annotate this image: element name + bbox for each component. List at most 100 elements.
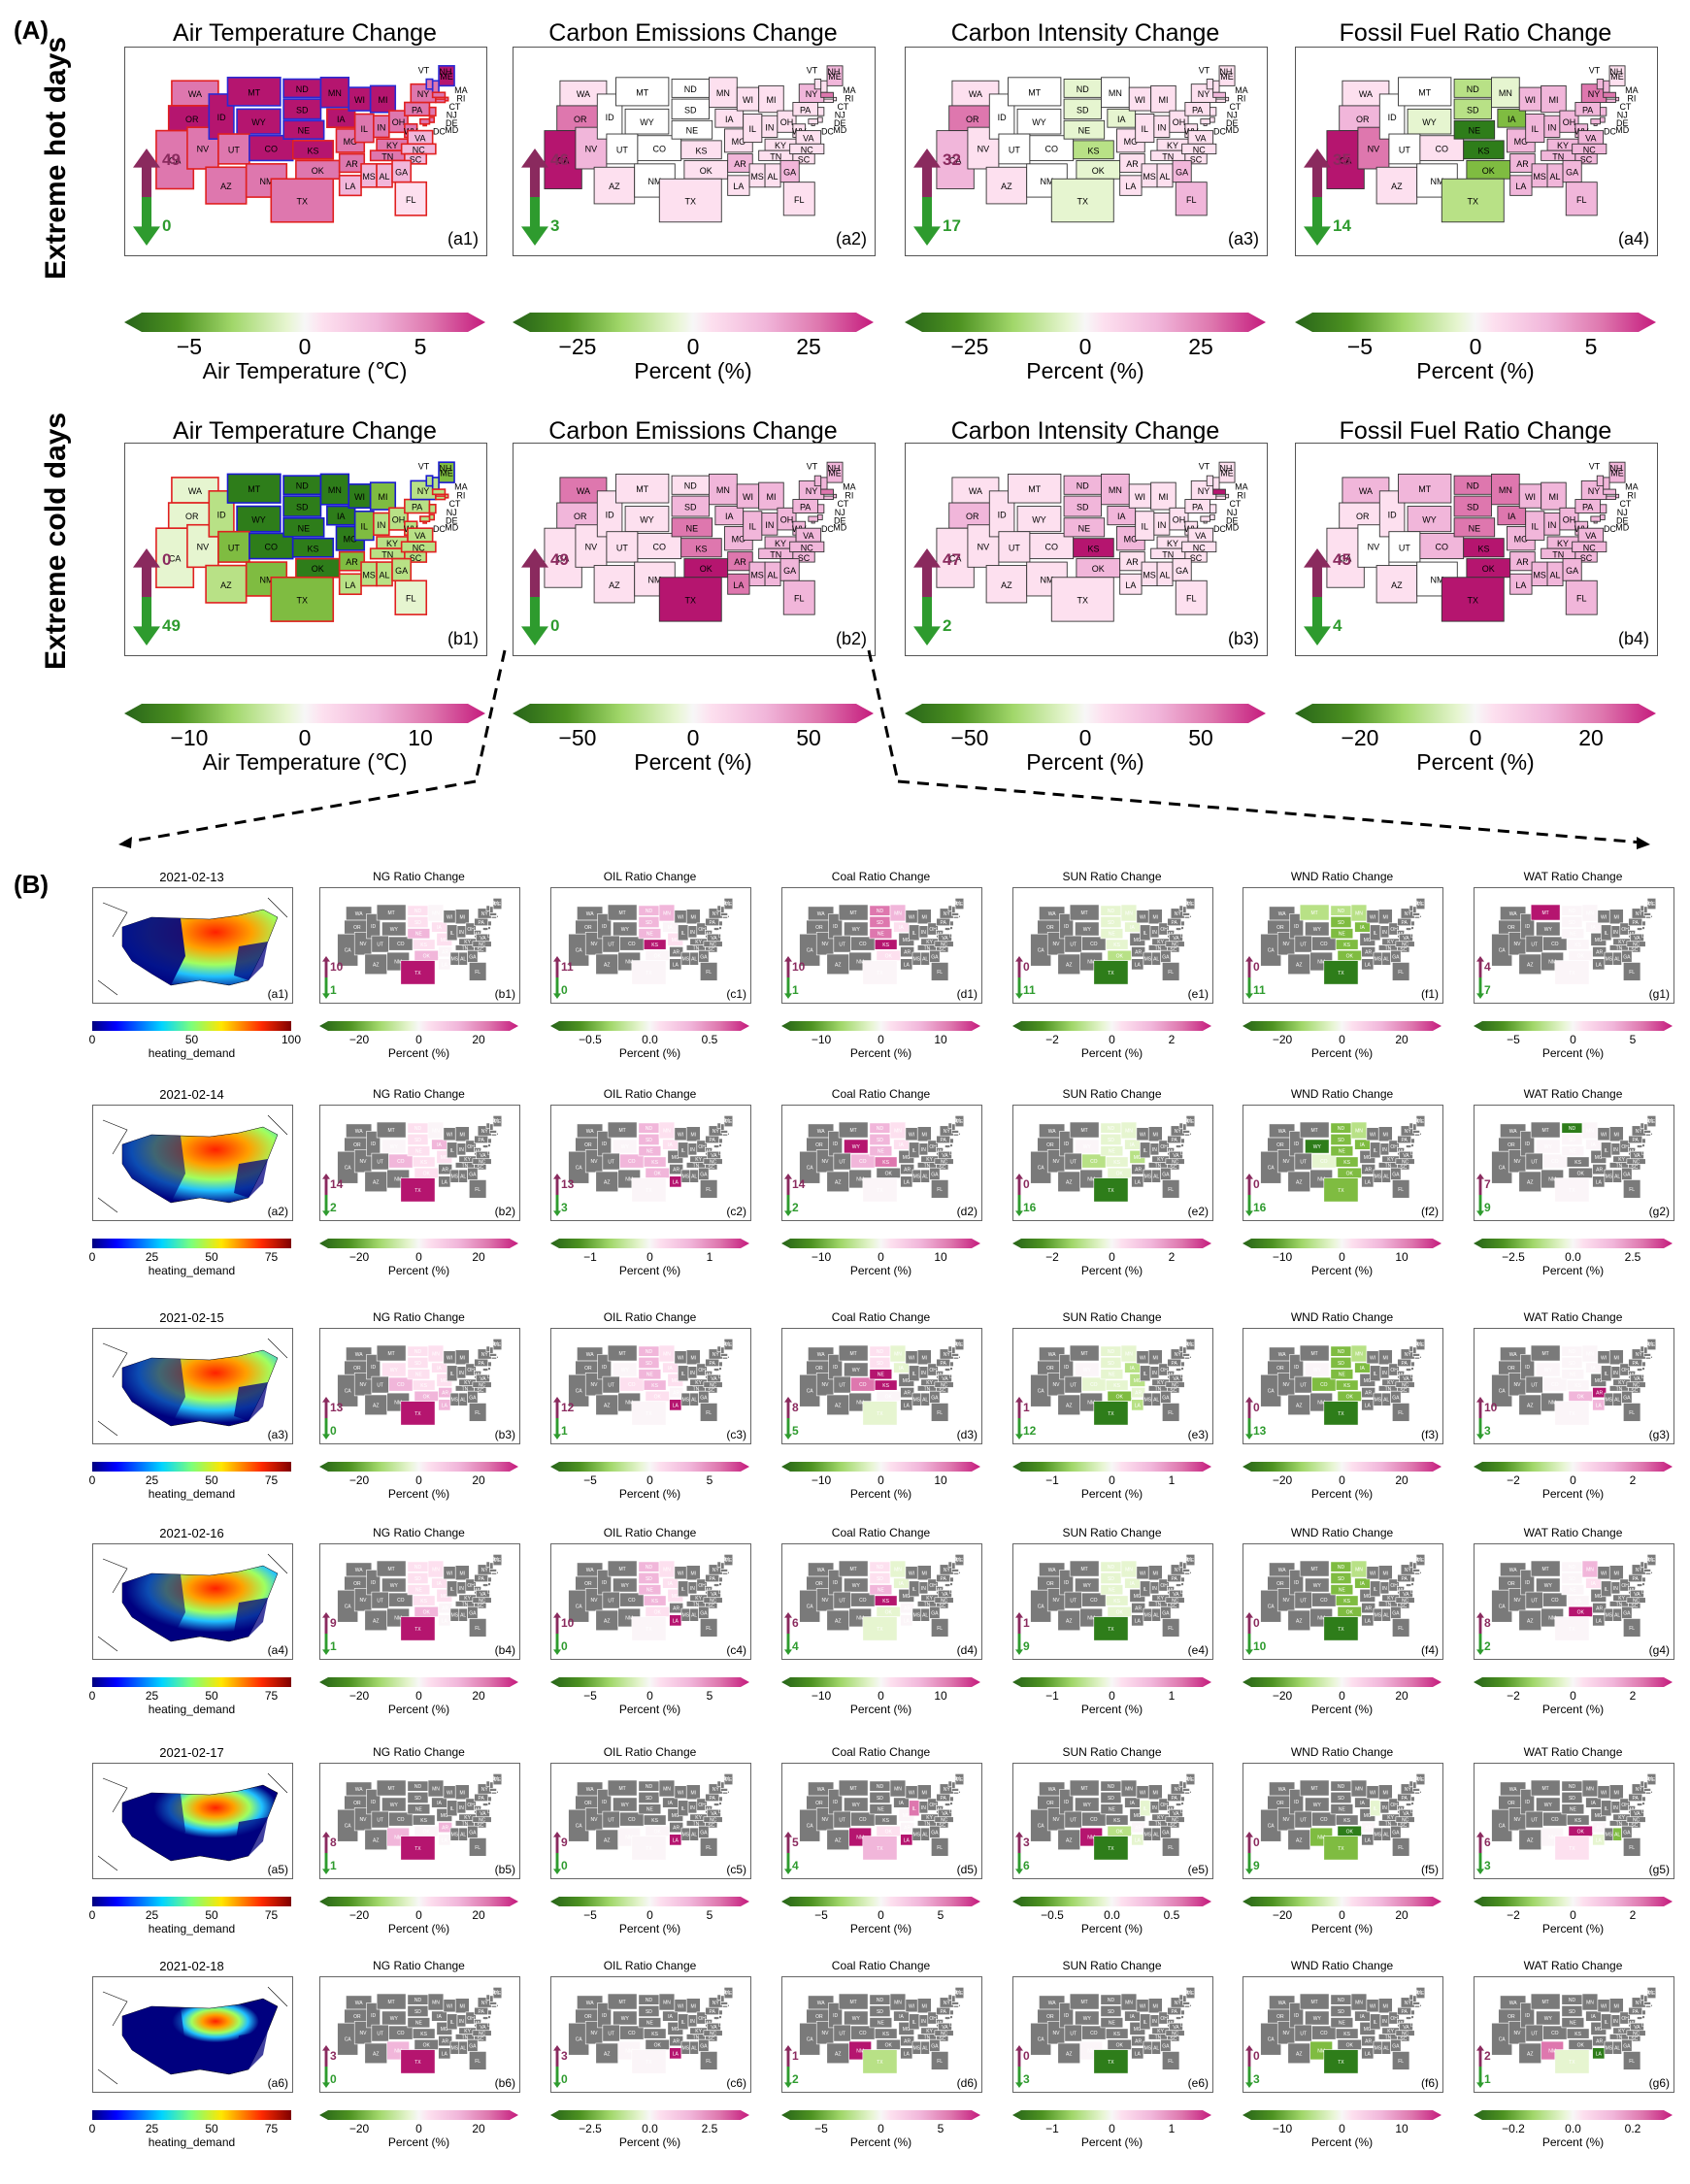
panel-sublabel: (e6) <box>1187 2076 1209 2090</box>
state-dc <box>945 1805 949 1807</box>
state-label: MA <box>454 85 468 95</box>
state-label: SD <box>1108 1796 1114 1802</box>
state-label: NV <box>822 942 830 947</box>
state-label: MI <box>922 2003 928 2009</box>
colorbar-tick: 10 <box>934 1689 947 1703</box>
state-label: ID <box>371 1800 376 1805</box>
state-label: WY <box>1313 927 1322 933</box>
column-title: WAT Ratio Change <box>1523 1745 1623 1759</box>
colorbar <box>513 313 874 332</box>
state-label: WA <box>586 1568 595 1573</box>
state-label: MN <box>1125 1128 1133 1134</box>
state-md <box>1406 927 1412 931</box>
state-label: ND <box>646 1998 653 2003</box>
state-label: CT <box>958 1361 965 1367</box>
state-label: GA <box>469 954 477 960</box>
state-label: PA <box>941 2009 947 2015</box>
state-label: CA <box>1038 948 1045 954</box>
state-dc <box>1407 1586 1410 1588</box>
colorbar-tick: 0 <box>1078 334 1092 359</box>
decrease-count: 2 <box>1484 1639 1491 1653</box>
state-label: SC <box>708 1165 714 1171</box>
state-label: IA <box>1130 1801 1135 1806</box>
up-down-arrow-icon <box>553 1612 561 1655</box>
state-label: IA <box>1508 115 1516 124</box>
state-label: TN <box>1552 151 1564 161</box>
state-label: SD <box>1108 920 1114 926</box>
state-ks <box>1105 1156 1129 1168</box>
state-label: CA <box>1499 1605 1507 1610</box>
state-label: GA <box>1392 1610 1400 1616</box>
state-label: NV <box>591 1598 599 1604</box>
state-label: ND <box>1108 1349 1115 1355</box>
us-state-map: WAORCANVIDMTWYUTAZCONMNDSDNEKSOKTXMNIAMO… <box>1030 898 1200 985</box>
state-label: MS <box>1375 2046 1382 2052</box>
state-label: NV <box>197 543 210 552</box>
state-mn <box>1101 77 1130 109</box>
state-vt <box>485 905 490 911</box>
state-label: TN <box>1155 945 1162 951</box>
state-label: OK <box>1577 1394 1585 1400</box>
state-ct <box>1183 1791 1190 1795</box>
state-label: FL <box>406 594 416 604</box>
ratio-change-map: WA OR CA NV ID MT WY UT AZ CO NM ND SD NE KS OK TX MN IA MO… <box>1474 1543 1674 1660</box>
colorbar-tick: 0 <box>1339 1250 1345 1264</box>
state-label: DE <box>494 929 502 935</box>
state-label: RI <box>456 490 465 500</box>
state-label: NC <box>1193 145 1206 154</box>
state-de <box>718 1582 722 1586</box>
colorbar-label: Percent (%) <box>1541 1264 1605 1277</box>
state-label: AZ <box>373 962 379 968</box>
colorbar-tick: 0 <box>1078 725 1092 750</box>
state-label: GA <box>931 1830 939 1836</box>
state-label: IN <box>1152 1371 1157 1376</box>
ratio-change-map: WA OR CA NV ID MT WY UT AZ CO NM ND SD NE KS OK TX MN IA MO… <box>781 1543 982 1660</box>
state-label: UT <box>1300 1599 1307 1605</box>
up-down-arrow-icon <box>784 1612 792 1655</box>
state-label: MD <box>1648 2022 1656 2028</box>
state-label: TN <box>1616 1163 1623 1169</box>
state-label: ND <box>1569 1998 1576 2003</box>
state-label: AZ <box>1391 580 1403 590</box>
state-label: NY <box>944 1129 951 1135</box>
colorbar-tick: −5 <box>1346 334 1374 359</box>
state-label: WI <box>1140 1132 1145 1138</box>
ratio-change-map: WA OR CA NV ID MT WY UT AZ CO NM ND SD NE KS OK TX MN IA MO… <box>550 1976 751 2093</box>
colorbar-tick: 0 <box>878 1033 884 1046</box>
state-label: MI <box>1548 492 1558 502</box>
state-label: AR <box>673 2039 679 2045</box>
state-label: VT <box>711 1775 716 1781</box>
state-sc <box>705 946 718 953</box>
state-ar <box>338 152 366 174</box>
state-label: MO <box>672 938 679 943</box>
state-label: RI <box>456 93 465 103</box>
state-label: MT <box>248 484 260 494</box>
state-label: KY <box>926 1157 933 1163</box>
state-label: AZ <box>609 182 620 191</box>
state-label: OH <box>1390 1144 1398 1150</box>
state-nj <box>1180 1138 1185 1144</box>
up-down-arrow-icon <box>1245 1832 1253 1874</box>
ratio-change-map: WA OR CA NV ID MT WY UT AZ CO NM ND SD NE KS OK TX MN IA MO… <box>1474 1328 1674 1444</box>
state-label: AL <box>1160 570 1171 579</box>
state-label: MO <box>441 1378 448 1384</box>
state-tx <box>270 576 335 622</box>
colorbar-label: heating_demand <box>148 1046 236 1060</box>
state-mt <box>607 904 638 921</box>
state-label: AZ <box>1066 2051 1072 2057</box>
state-label: OK <box>885 1609 893 1615</box>
state-label: KS <box>1343 2032 1350 2037</box>
state-dc <box>714 1586 718 1588</box>
state-label: AR <box>442 1606 448 1612</box>
state-nh <box>720 1562 725 1570</box>
state-label: AL <box>380 570 390 579</box>
state-label: MS <box>682 957 690 963</box>
state-label: FL <box>794 594 805 604</box>
state-label: SD <box>646 2009 652 2015</box>
state-nh <box>1412 1346 1417 1354</box>
state-label: CA <box>576 1166 583 1172</box>
state-label: VA <box>1634 1376 1640 1382</box>
up-down-arrow-icon <box>1015 1832 1023 1874</box>
state-label: NM <box>259 576 273 585</box>
state-label: PA <box>1633 1361 1640 1367</box>
